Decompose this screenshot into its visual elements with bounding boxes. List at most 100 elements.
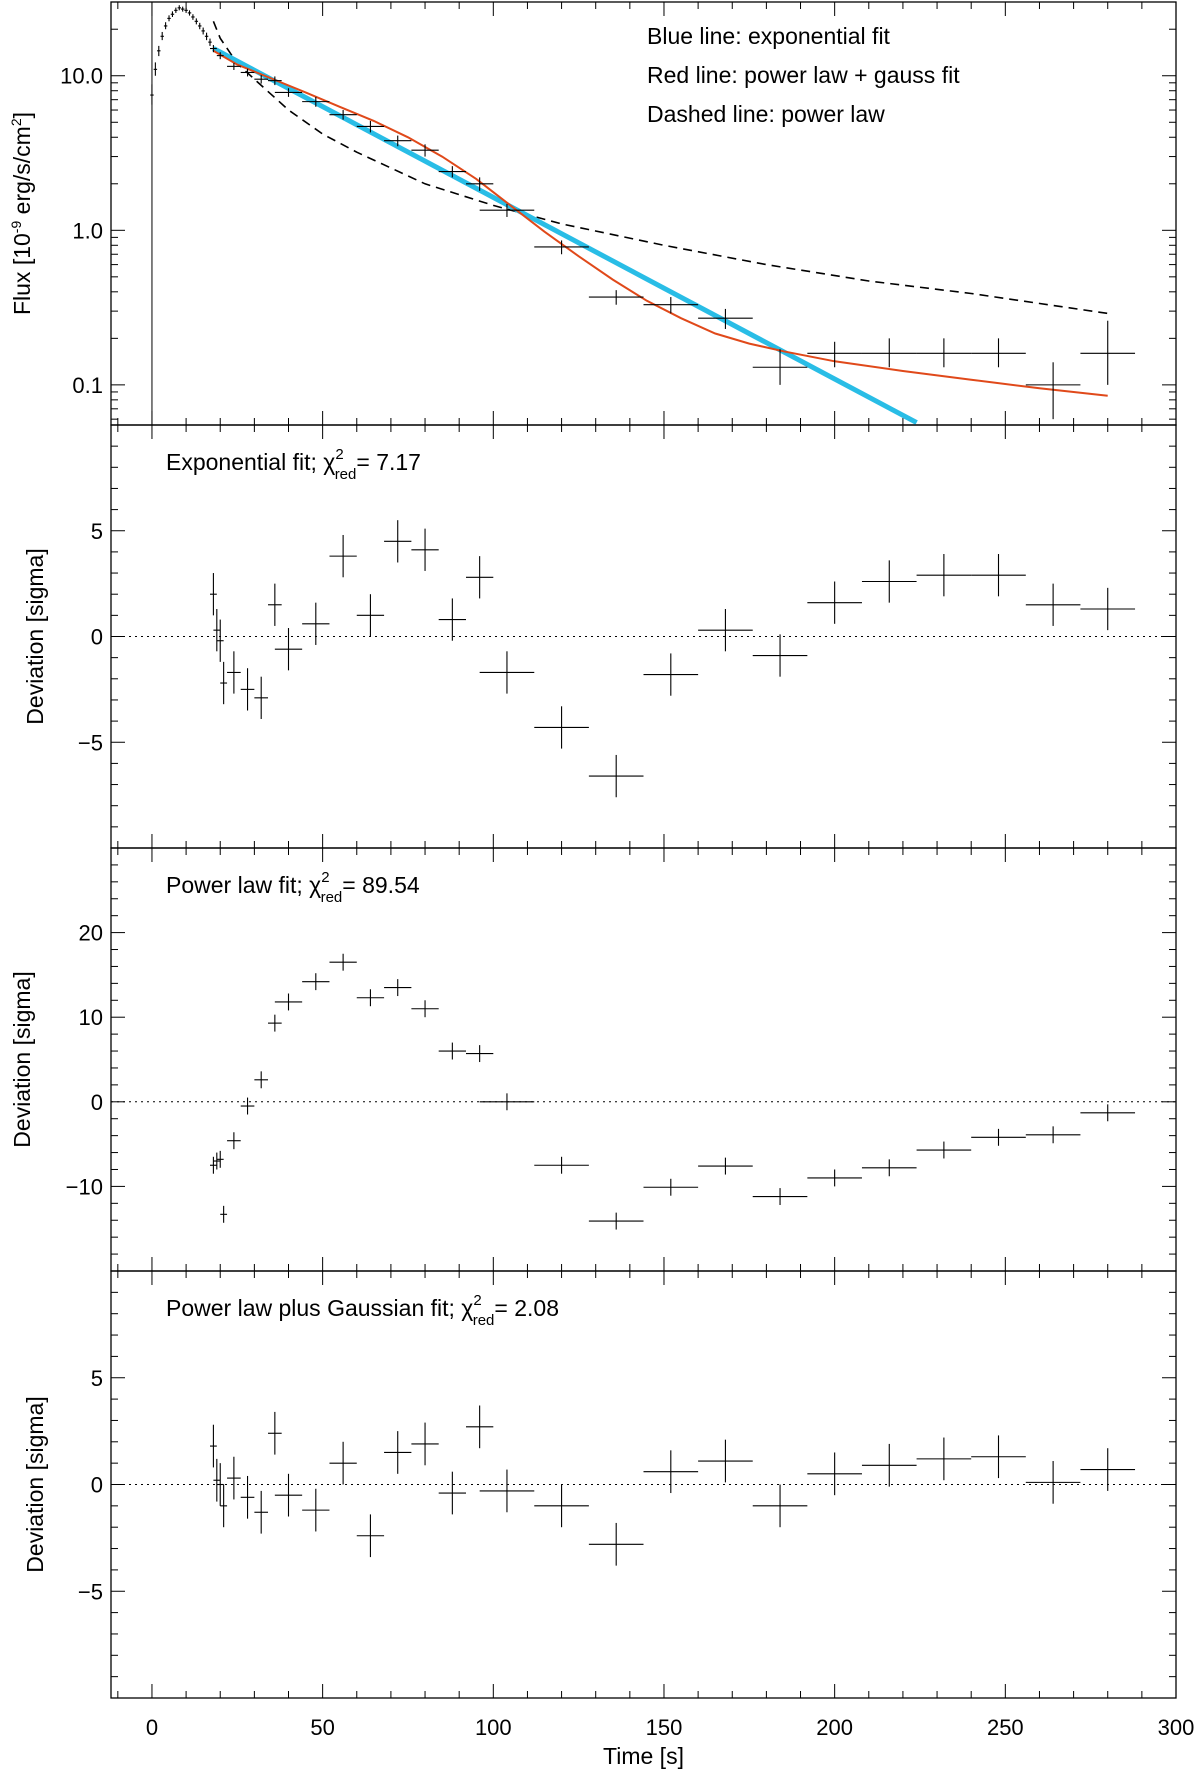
data-point <box>534 240 589 255</box>
title-text: Exponential fit; <box>166 449 323 475</box>
x-tick-label: 0 <box>146 1715 158 1740</box>
data-point <box>329 110 357 120</box>
chi-superscript: 2 <box>321 869 329 886</box>
y-tick-label: 1.0 <box>72 218 103 243</box>
data-point <box>160 31 164 41</box>
data-point <box>971 338 1026 368</box>
data-point <box>643 297 699 314</box>
data-point <box>752 1188 808 1206</box>
data-point <box>588 290 644 305</box>
chi-superscript: 2 <box>473 1292 481 1309</box>
exponential-fit-line <box>212 46 918 425</box>
y-tick-label: 10.0 <box>60 64 103 89</box>
data-point <box>329 534 357 578</box>
chi-subscript: red <box>335 466 357 483</box>
y-tick-label: −5 <box>78 1579 103 1604</box>
data-point <box>356 120 385 133</box>
panel-exp-resid: −5 0 5 Deviation [sigma] Exponential fit; χ2… <box>22 424 1177 849</box>
y-axis-label: Deviation [sigma] <box>9 971 35 1147</box>
data-point <box>274 1473 303 1517</box>
data-point <box>466 1405 494 1449</box>
data-point <box>227 651 241 694</box>
data-point <box>643 653 699 696</box>
data-point <box>1080 1448 1136 1491</box>
data-point <box>411 528 439 571</box>
y-axis-label: Deviation [sigma] <box>22 548 48 724</box>
data-point <box>438 1471 466 1515</box>
data-point <box>150 84 154 105</box>
data-point <box>213 609 221 652</box>
data-point <box>184 7 188 13</box>
data-point <box>216 1150 224 1168</box>
data-point <box>466 1045 494 1063</box>
y-label-sup: 2 <box>8 118 24 126</box>
data-point <box>1080 1104 1136 1122</box>
panel-title: Exponential fit; χ2 red= 7.17 <box>166 446 421 483</box>
data-point <box>187 10 192 16</box>
data-point <box>807 581 862 624</box>
x-axis-label: Time [s] <box>603 1743 684 1769</box>
data-point <box>438 598 466 641</box>
y-tick-label: 0 <box>91 625 103 650</box>
data-point <box>268 1411 282 1455</box>
data-point <box>411 1422 439 1466</box>
data-point <box>384 520 412 563</box>
y-axis-label: Flux [10-9 erg/s/cm2] <box>8 112 35 315</box>
data-point <box>191 14 195 20</box>
chi-symbol: χ <box>309 872 321 898</box>
data-point <box>167 15 171 22</box>
chi-equals: = <box>356 449 376 475</box>
chi-value: 2.08 <box>514 1295 559 1321</box>
data-point <box>588 1212 644 1230</box>
data-point <box>153 62 158 76</box>
data-point <box>698 1439 753 1483</box>
data-point <box>220 661 228 705</box>
x-tick-label: 100 <box>475 1715 512 1740</box>
data-point <box>356 594 385 637</box>
chi-subscript: red <box>321 889 343 906</box>
y-tick-label: 10 <box>79 1005 103 1030</box>
y-label-part: ] <box>9 112 35 118</box>
data-point <box>588 1522 644 1566</box>
data-point <box>240 668 255 711</box>
data-point <box>157 45 161 57</box>
data-point <box>752 634 808 677</box>
data-point <box>194 18 199 25</box>
y-axis-label: Deviation [sigma] <box>22 1396 48 1572</box>
data-point <box>302 973 330 991</box>
data-point <box>698 1157 753 1175</box>
data-point <box>1080 587 1136 631</box>
data-point <box>274 628 303 671</box>
data-point <box>1025 1126 1081 1144</box>
data-point <box>916 554 972 597</box>
data-point <box>356 1514 385 1558</box>
data-point <box>588 754 644 798</box>
data-point <box>268 76 282 86</box>
chi-subscript: red <box>473 1312 495 1329</box>
data-point <box>177 5 181 11</box>
data-point <box>208 38 212 46</box>
data-point <box>384 979 412 997</box>
data-point <box>643 1178 699 1196</box>
data-point <box>204 32 209 41</box>
data-point <box>1080 320 1136 385</box>
data-point <box>254 1071 269 1089</box>
data-point <box>384 1431 412 1474</box>
data-point <box>807 1452 862 1496</box>
data-point <box>213 1458 221 1502</box>
panel-plg-resid: −5 0 5 Deviation [sigma] Power law plus Gaus… <box>22 1270 1194 1769</box>
data-point <box>861 1159 917 1177</box>
data-point <box>213 1152 221 1170</box>
data-point <box>274 993 303 1011</box>
data-point <box>198 22 202 30</box>
data-point <box>180 6 185 12</box>
plot-frame <box>110 1270 1177 1699</box>
data-point <box>971 1128 1026 1146</box>
data-point <box>411 144 439 157</box>
data-point <box>174 7 178 13</box>
data-point <box>534 1484 589 1528</box>
data-point <box>466 177 494 191</box>
y-label-part: Flux [10 <box>9 233 35 315</box>
data-point <box>209 1156 217 1174</box>
